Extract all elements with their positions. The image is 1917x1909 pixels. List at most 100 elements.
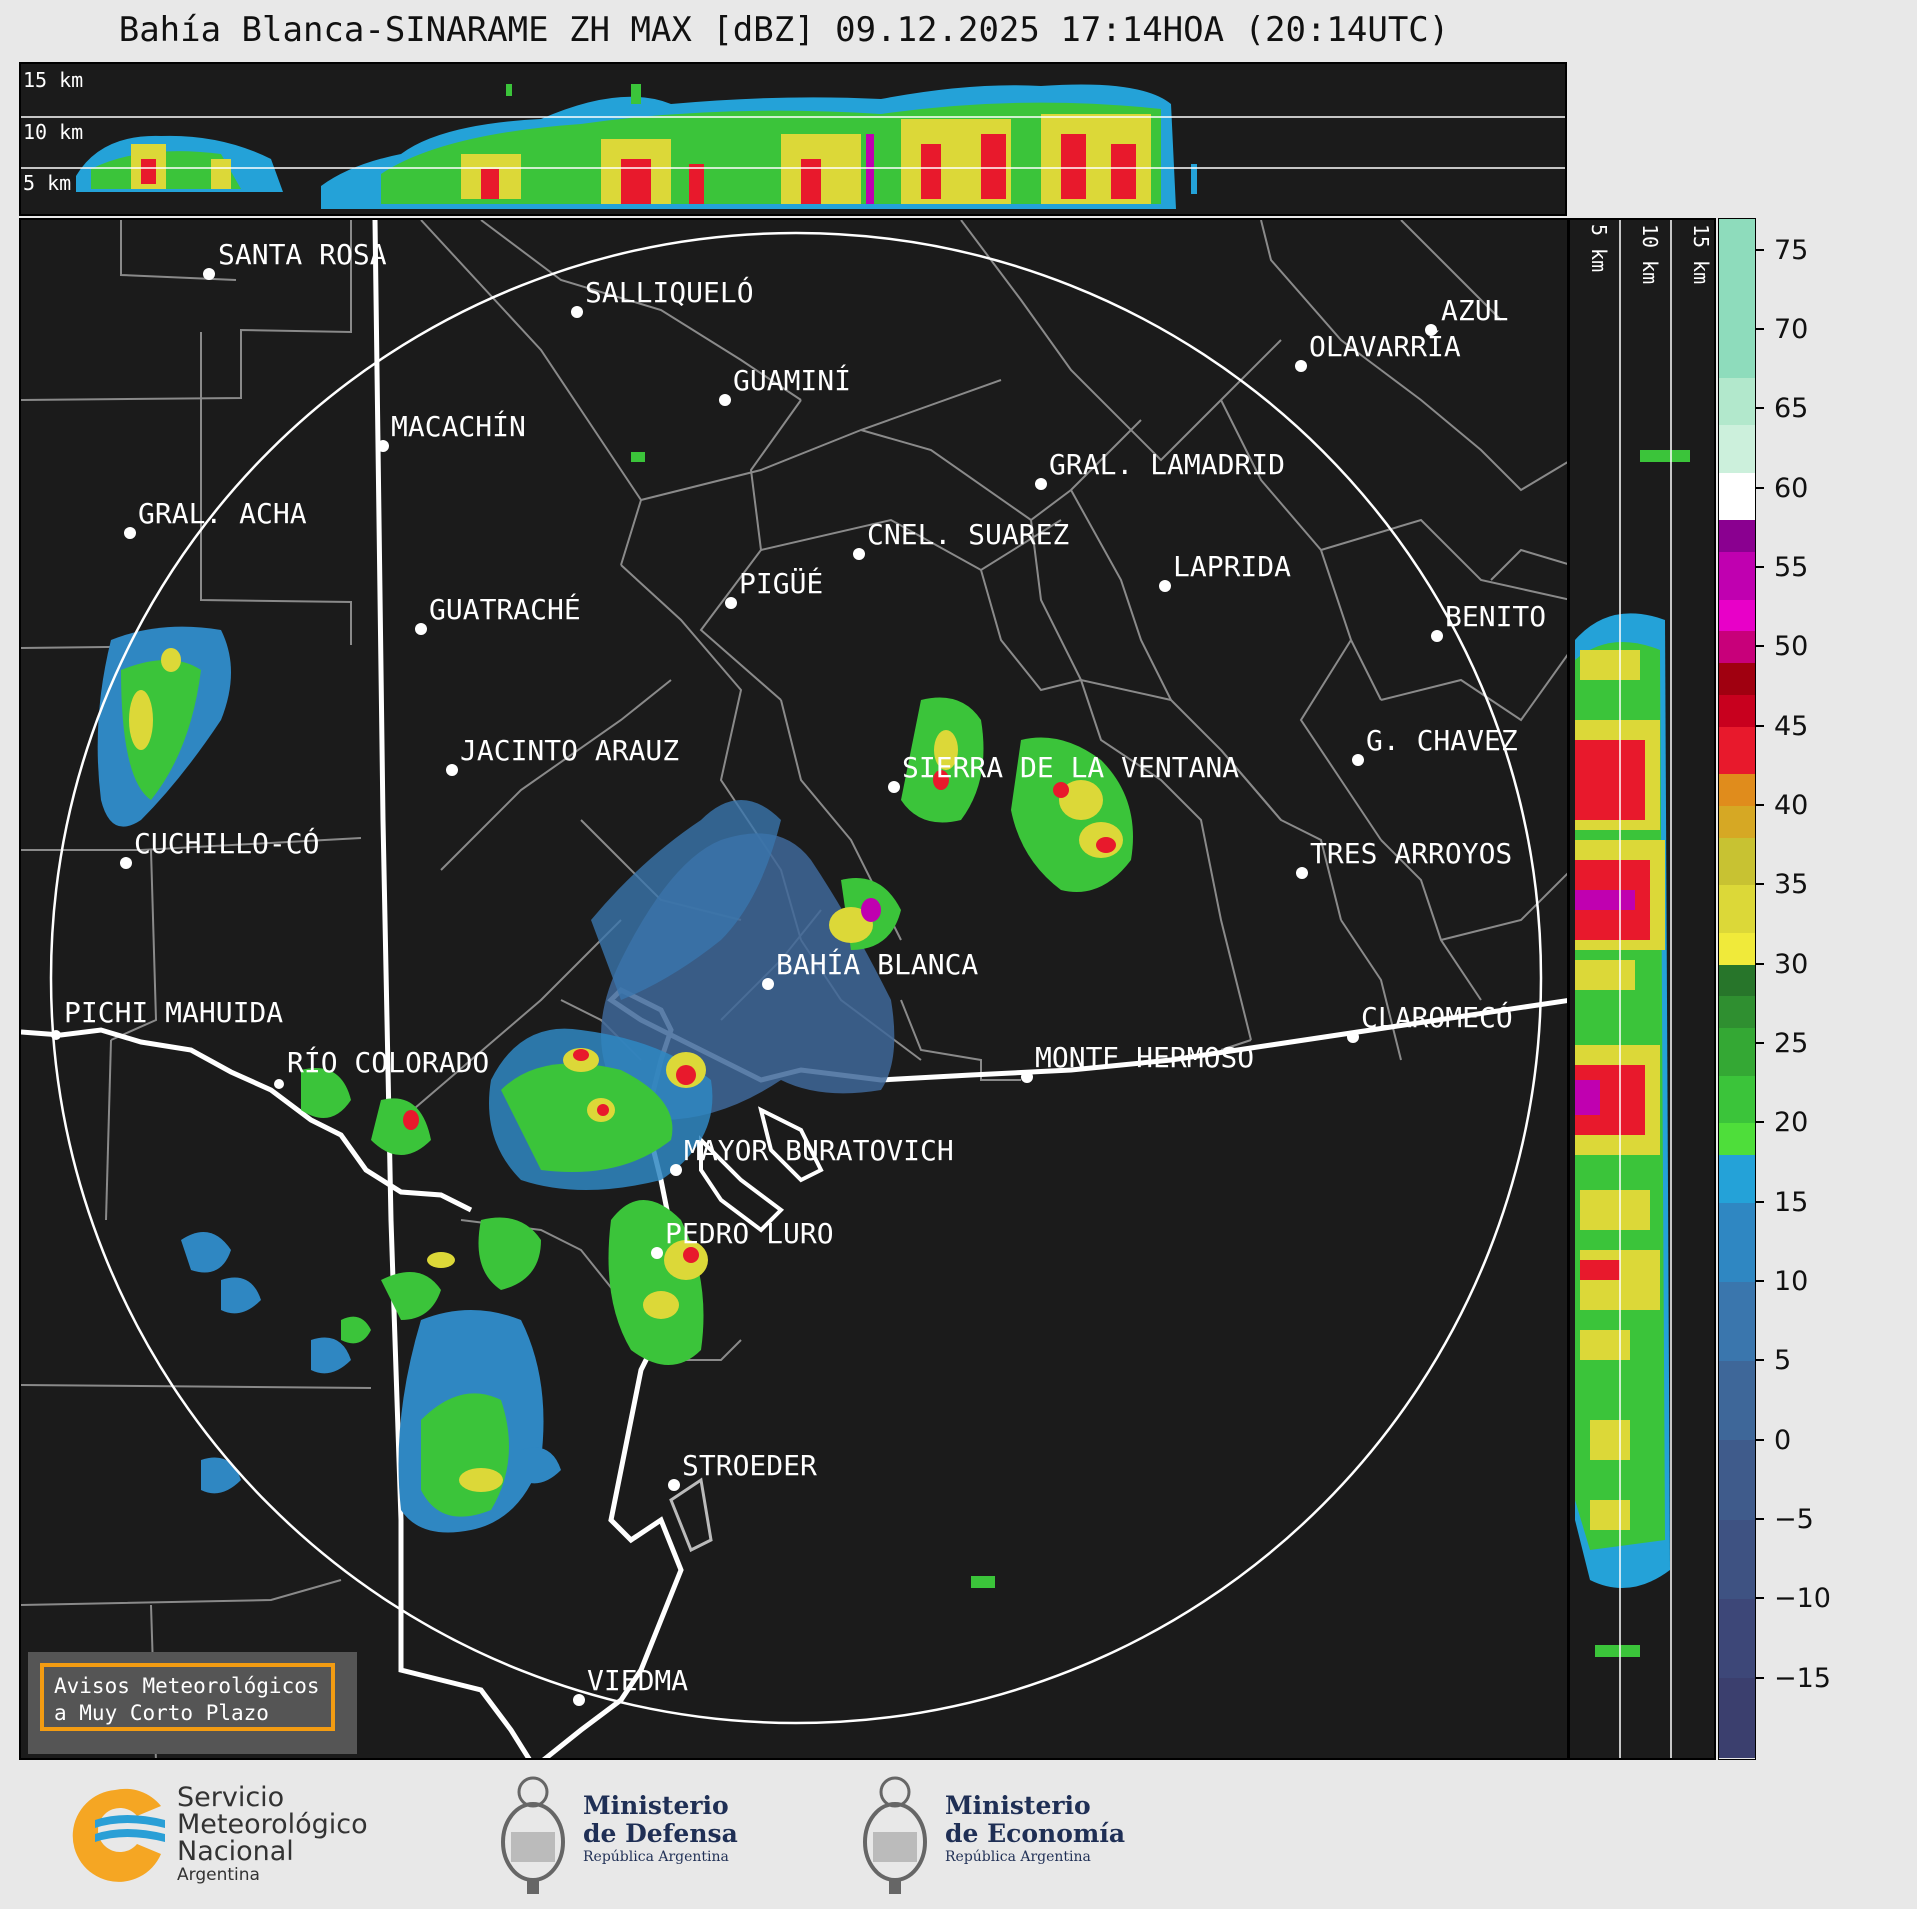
city-viedma: VIEDMA bbox=[573, 1664, 688, 1706]
smn-line-4: Argentina bbox=[177, 1865, 260, 1885]
colorbar-tick-mark bbox=[1756, 486, 1764, 489]
colorbar-tick-mark bbox=[1756, 1597, 1764, 1600]
colorbar-segment bbox=[1719, 726, 1755, 775]
colorbar-segment bbox=[1719, 219, 1755, 378]
city-jacinto-arauz: JACINTO ARAUZ bbox=[446, 734, 679, 776]
colorbar-segment bbox=[1719, 774, 1755, 806]
colorbar-segment bbox=[1719, 1123, 1755, 1155]
city-tres-arroyos: TRES ARROYOS bbox=[1296, 837, 1512, 879]
svg-text:GUAMINÍ: GUAMINÍ bbox=[733, 363, 851, 397]
notice-box: Avisos Meteorológicos a Muy Corto Plazo bbox=[28, 1652, 357, 1754]
colorbar-tick-label: 35 bbox=[1774, 869, 1809, 901]
svg-text:SIERRA DE LA VENTANA: SIERRA DE LA VENTANA bbox=[902, 751, 1239, 784]
svg-text:GUATRACHÉ: GUATRACHÉ bbox=[429, 592, 581, 626]
top-label-15km: 15 km bbox=[23, 68, 83, 92]
city-salliquelo: SALLIQUELÓ bbox=[571, 275, 754, 318]
svg-text:CUCHILLO-CÓ: CUCHILLO-CÓ bbox=[134, 826, 319, 860]
province-boundary bbox=[372, 220, 532, 1758]
city-cuchillo-co: CUCHILLO-CÓ bbox=[120, 826, 319, 869]
svg-text:SALLIQUELÓ: SALLIQUELÓ bbox=[585, 275, 754, 309]
colorbar-tick-mark bbox=[1756, 1676, 1764, 1679]
svg-text:MONTE HERMOSO: MONTE HERMOSO bbox=[1035, 1041, 1254, 1074]
colorbar-tick-label: 5 bbox=[1774, 1345, 1792, 1377]
city-mayor-buratovich: MAYOR BURATOVICH bbox=[670, 1134, 954, 1176]
colorbar-tick-mark bbox=[1756, 1200, 1764, 1203]
colorbar-ticks: 75 70 65 60 55 50 45 40 35 30 25 20 15 10 5 0 −5 −10 −15 bbox=[1756, 218, 1916, 1760]
economia-line-1: Ministerio bbox=[945, 1791, 1091, 1820]
side-cross-section-panel: 5 km 10 km 15 km bbox=[1568, 218, 1716, 1760]
colorbar-tick-label: 10 bbox=[1774, 1266, 1809, 1298]
colorbar-segment bbox=[1719, 1028, 1755, 1076]
top-label-5km: 5 km bbox=[23, 171, 71, 195]
svg-text:STROEDER: STROEDER bbox=[682, 1449, 817, 1482]
colorbar-tick-mark bbox=[1756, 248, 1764, 251]
city-olavarria: OLAVARRÍA bbox=[1295, 329, 1461, 372]
svg-text:LAPRIDA: LAPRIDA bbox=[1173, 550, 1291, 583]
colorbar-segment bbox=[1719, 631, 1755, 664]
colorbar-tick-label: 45 bbox=[1774, 710, 1809, 742]
svg-text:PICHI MAHUIDA: PICHI MAHUIDA bbox=[64, 996, 283, 1029]
city-pichi-mahuida: PICHI MAHUIDA bbox=[51, 996, 283, 1040]
side-label-15km: 15 km bbox=[1689, 224, 1713, 284]
coat-of-arms-icon bbox=[501, 1776, 565, 1894]
city-stroeder: STROEDER bbox=[668, 1449, 817, 1491]
colorbar-tick-mark bbox=[1756, 328, 1764, 331]
colorbar-tick-mark bbox=[1756, 804, 1764, 807]
colorbar-segment bbox=[1719, 377, 1755, 426]
colorbar-tick-label: 60 bbox=[1774, 472, 1809, 504]
colorbar-tick-mark bbox=[1756, 962, 1764, 965]
city-gral-acha: GRAL. ACHA bbox=[124, 497, 307, 539]
colorbar-segment bbox=[1719, 552, 1755, 600]
colorbar-tick-label: 30 bbox=[1774, 948, 1809, 980]
rio-colorado-line bbox=[21, 1027, 473, 1213]
svg-text:BENITO: BENITO bbox=[1445, 600, 1546, 633]
colorbar-segment bbox=[1719, 1281, 1755, 1362]
economia-line-2: de Economía bbox=[945, 1819, 1126, 1848]
colorbar-tick-label: 70 bbox=[1774, 314, 1809, 346]
colorbar-tick-label: 40 bbox=[1774, 790, 1809, 822]
colorbar-segment bbox=[1719, 1678, 1755, 1758]
colorbar bbox=[1718, 218, 1756, 1760]
side-cross-section-plot: 5 km 10 km 15 km bbox=[1575, 220, 1713, 1758]
colorbar-segment bbox=[1719, 472, 1755, 521]
svg-text:TRES ARROYOS: TRES ARROYOS bbox=[1310, 837, 1512, 870]
colorbar-segment bbox=[1719, 1599, 1755, 1679]
colorbar-segment bbox=[1719, 1519, 1755, 1600]
city-benito: BENITO bbox=[1431, 600, 1546, 642]
city-gral-lamadrid: GRAL. LAMADRID bbox=[1035, 448, 1285, 490]
defensa-line-3: República Argentina bbox=[583, 1849, 729, 1865]
city-monte-hermoso: MONTE HERMOSO bbox=[1021, 1041, 1254, 1083]
colorbar-segment bbox=[1719, 520, 1755, 553]
top-echo-band bbox=[76, 84, 1197, 209]
top-label-10km: 10 km bbox=[23, 120, 83, 144]
colorbar-segment bbox=[1719, 1075, 1755, 1124]
colorbar-tick-label: 25 bbox=[1774, 1028, 1809, 1060]
svg-text:SANTA ROSA: SANTA ROSA bbox=[218, 238, 387, 271]
svg-text:G. CHAVEZ: G. CHAVEZ bbox=[1366, 724, 1518, 757]
colorbar-segment bbox=[1719, 996, 1755, 1028]
colorbar-tick-mark bbox=[1756, 883, 1764, 886]
radar-map-panel: SANTA ROSA SALLIQUELÓ GUAMINÍ MACACHÍN A… bbox=[19, 218, 1569, 1760]
colorbar-tick-mark bbox=[1756, 1042, 1764, 1045]
city-azul: AZUL bbox=[1425, 294, 1508, 336]
colorbar-tick-mark bbox=[1756, 407, 1764, 410]
colorbar-tick-label: 0 bbox=[1774, 1424, 1792, 1456]
svg-text:AZUL: AZUL bbox=[1441, 294, 1508, 327]
smn-emblem-icon bbox=[72, 1788, 165, 1882]
city-guatrache: GUATRACHÉ bbox=[415, 592, 581, 635]
svg-text:PEDRO LURO: PEDRO LURO bbox=[665, 1217, 834, 1250]
colorbar-segment bbox=[1719, 599, 1755, 632]
radar-map: SANTA ROSA SALLIQUELÓ GUAMINÍ MACACHÍN A… bbox=[21, 220, 1567, 1758]
city-rio-colorado: RÍO COLORADO bbox=[274, 1045, 489, 1089]
svg-text:CNEL. SUAREZ: CNEL. SUAREZ bbox=[867, 518, 1069, 551]
smn-logo: Servicio Meteorológico Nacional Argentin… bbox=[55, 1782, 395, 1892]
svg-text:MACACHÍN: MACACHÍN bbox=[391, 409, 526, 443]
city-santa-rosa: SANTA ROSA bbox=[203, 238, 387, 280]
top-cross-section-panel: 15 km 10 km 5 km bbox=[19, 62, 1567, 216]
colorbar-tick-mark bbox=[1756, 1438, 1764, 1441]
colorbar-tick-mark bbox=[1756, 566, 1764, 569]
colorbar-segment bbox=[1719, 1154, 1755, 1203]
island-outline bbox=[758, 1106, 824, 1183]
colorbar-tick-label: 75 bbox=[1774, 234, 1809, 266]
economia-logo: Ministerio de Economía República Argenti… bbox=[855, 1772, 1135, 1902]
